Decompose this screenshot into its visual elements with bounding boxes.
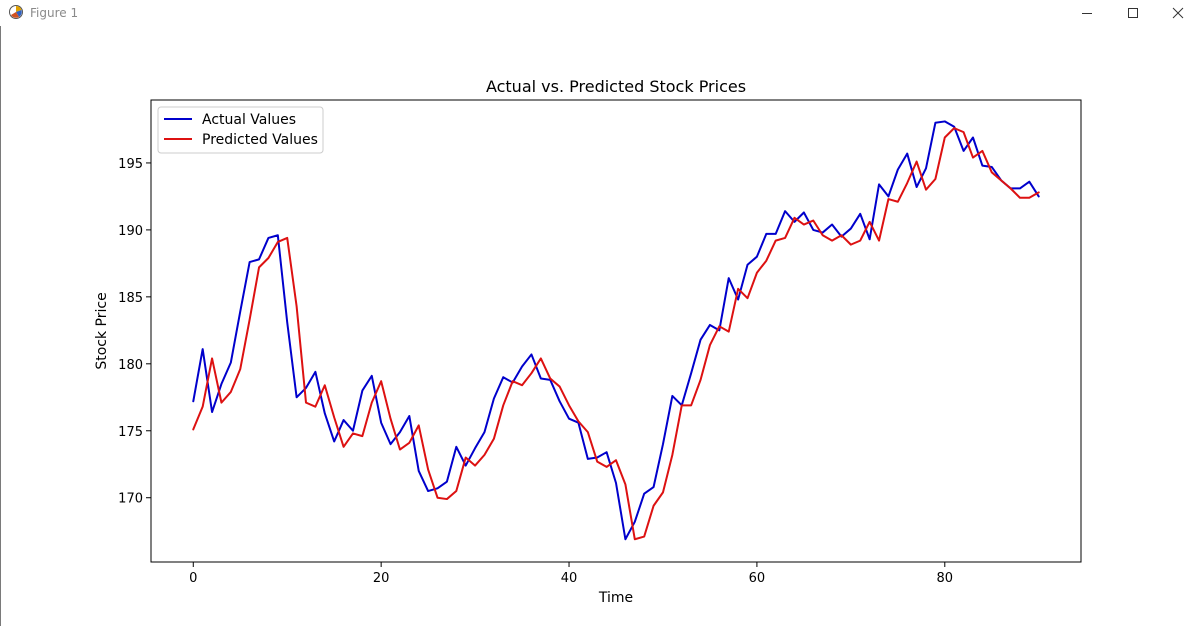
x-tick-label: 40 [561, 571, 578, 586]
chart-title: Actual vs. Predicted Stock Prices [486, 77, 746, 96]
legend-label-actual: Actual Values [202, 112, 296, 128]
minimize-button[interactable] [1064, 0, 1110, 26]
close-button[interactable] [1155, 0, 1201, 26]
x-tick-label: 0 [189, 571, 197, 586]
y-tick-label: 170 [118, 492, 143, 507]
y-tick-label: 195 [118, 157, 143, 172]
x-tick-label: 80 [937, 571, 954, 586]
x-axis: 0 20 40 60 80 [189, 562, 953, 586]
x-axis-label: Time [598, 590, 633, 606]
window-titlebar: Figure 1 [0, 0, 1201, 26]
legend: Actual Values Predicted Values [157, 106, 324, 154]
legend-label-predicted: Predicted Values [202, 132, 318, 148]
y-axis-label: Stock Price [94, 292, 110, 369]
series-line-actual [192, 120, 1040, 541]
close-icon [1172, 7, 1184, 19]
legend-box [157, 106, 324, 154]
x-tick-label: 20 [373, 571, 390, 586]
y-axis: 170 175 180 185 190 195 [118, 157, 151, 507]
y-tick-label: 180 [118, 358, 143, 373]
minimize-icon [1082, 13, 1092, 14]
x-tick-label: 60 [749, 571, 766, 586]
maximize-icon [1128, 8, 1138, 18]
matplotlib-icon [9, 5, 23, 19]
y-tick-label: 185 [118, 291, 143, 306]
chart: Actual vs. Predicted Stock Prices 0 20 40 6… [94, 77, 1082, 606]
plot-frame [150, 99, 1082, 563]
y-tick-label: 190 [118, 224, 143, 239]
maximize-button[interactable] [1110, 0, 1156, 26]
plot-area [192, 120, 1040, 541]
y-tick-label: 175 [118, 425, 143, 440]
window-border [0, 26, 1, 626]
window-title: Figure 1 [30, 6, 79, 20]
series-line-predicted [192, 127, 1040, 541]
